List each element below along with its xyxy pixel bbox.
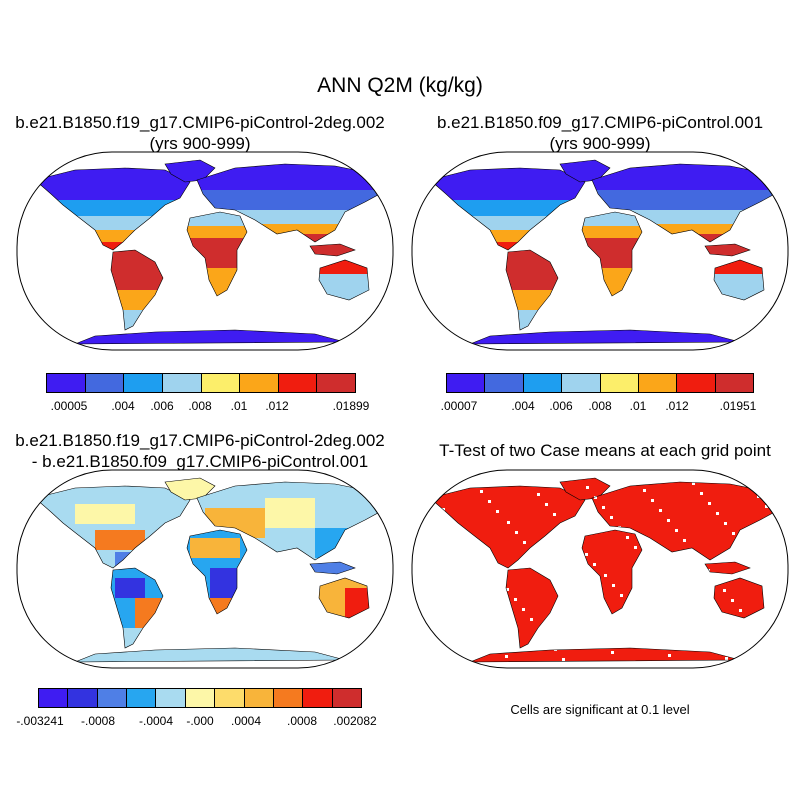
case1-title: b.e21.B1850.f19_g17.CMIP6-piControl-2deg… [0,112,400,154]
colorbar-swatch [47,374,86,392]
colorbar-swatch [303,689,333,707]
antarctica-landmass [75,330,345,344]
diff-cb-label: -.000 [186,714,214,728]
diff-title-line1: b.e21.B1850.f19_g17.CMIP6-piControl-2deg… [15,431,385,450]
colorbar-swatch [332,689,361,707]
case1-cb-label: .01 [230,399,248,413]
diff-cb-label: -.0008 [80,714,116,728]
case2-cb-label: .00007 [440,399,478,413]
diff-map [16,469,394,669]
colorbar-swatch [215,689,245,707]
colorbar-swatch [127,689,157,707]
greenland-landmass [560,160,610,182]
diff-cb-label: .0008 [286,714,318,728]
colorbar-swatch [677,374,716,392]
diff-colorbar [38,688,362,708]
colorbar-swatch [185,689,216,707]
colorbar-swatch [317,374,355,392]
diff-cb-label: .0004 [230,714,262,728]
colorbar-swatch [244,689,274,707]
colorbar-swatch [447,374,486,392]
case2-map [411,151,789,351]
colorbar-swatch [600,374,639,392]
case1-map [16,151,394,351]
map-border [411,469,789,669]
case1-cb-label: .006 [150,399,174,413]
colorbar-swatch [201,374,241,392]
map-border [16,151,394,351]
ttest-significance-note: Cells are significant at 0.1 level [510,702,690,717]
case1-cb-label: .012 [265,399,289,413]
case2-cb-label: .012 [665,399,689,413]
diff-title: b.e21.B1850.f19_g17.CMIP6-piControl-2deg… [0,430,400,472]
colorbar-swatch [485,374,524,392]
antarctica-landmass [470,330,740,344]
figure-title: ANN Q2M (kg/kg) [317,74,483,97]
map-border [411,151,789,351]
diff-cb-label: -.003241 [16,714,64,728]
greenland-landmass [165,478,215,500]
indonesia-landmass [310,562,355,574]
colorbar-swatch [638,374,678,392]
case2-title-line1: b.e21.B1850.f09_g17.CMIP6-piControl.001 [436,113,764,132]
colorbar-swatch [39,689,69,707]
diff-cb-label: .002082 [333,714,377,728]
map-border [16,469,394,669]
diff-title-line2: - b.e21.B1850.f09_g17.CMIP6-piControl.00… [31,452,369,471]
colorbar-swatch [156,689,186,707]
case2-cb-label: .006 [549,399,573,413]
colorbar-swatch [68,689,98,707]
colorbar-swatch [278,374,318,392]
case1-cb-label: .004 [111,399,135,413]
colorbar-swatch [523,374,563,392]
diff-cb-label: -.0004 [138,714,174,728]
case1-cb-label: .00005 [50,399,88,413]
australia-landmass [714,578,764,618]
colorbar-swatch [97,689,128,707]
case2-cb-label: .01 [629,399,647,413]
antarctica-landmass [75,648,345,662]
australia-landmass [319,578,369,618]
case1-title-line1: b.e21.B1850.f19_g17.CMIP6-piControl-2deg… [15,113,385,132]
ttest-map [411,469,789,669]
greenland-landmass [165,160,215,182]
ttest-title: T-Test of two Case means at each grid po… [439,441,771,460]
colorbar-swatch [562,374,601,392]
case2-cb-label: .004 [511,399,535,413]
case1-cb-label: .01899 [332,399,370,413]
case2-cb-label: .01951 [719,399,757,413]
indonesia-landmass [310,244,355,256]
indonesia-landmass [705,244,750,256]
case1-title-line2: (yrs 900-999) [149,134,251,153]
colorbar-swatch [240,374,279,392]
case1-cb-label: .008 [188,399,212,413]
colorbar-swatch [124,374,163,392]
case2-title-line2: (yrs 900-999) [549,134,651,153]
case2-colorbar [446,373,754,393]
colorbar-swatch [273,689,304,707]
case2-cb-label: .008 [588,399,612,413]
case2-title: b.e21.B1850.f09_g17.CMIP6-piControl.001 … [400,112,800,154]
colorbar-swatch [162,374,202,392]
colorbar-swatch [715,374,753,392]
case1-colorbar [46,373,356,393]
colorbar-swatch [85,374,125,392]
